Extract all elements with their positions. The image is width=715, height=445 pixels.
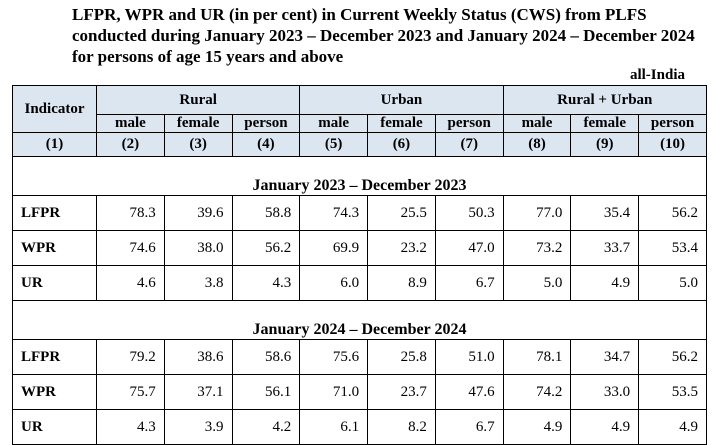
value-cell: 25.5 [367,195,436,231]
table-row: WPR 74.6 38.0 56.2 69.9 23.2 47.0 73.2 33.7 53.4 [12,230,707,266]
subheader-cell: female [163,114,233,133]
value-cell: 35.4 [570,195,640,231]
indicator-cell: UR [12,409,97,445]
column-number-cell: (10) [638,132,707,157]
value-cell: 6.1 [299,409,369,445]
subheader-cell: person [231,114,301,133]
value-cell: 6.7 [434,265,504,301]
period-label: January 2023 – December 2023 [12,156,707,196]
table-row: LFPR 79.2 38.6 58.6 75.6 25.8 51.0 78.1 34.7 56.2 [12,339,707,375]
value-cell: 4.3 [96,409,165,445]
value-cell: 51.0 [434,339,504,375]
subheader-cell: male [299,114,369,133]
value-cell: 3.8 [163,265,233,301]
column-number-cell: (7) [434,132,504,157]
table-row: LFPR 78.3 39.6 58.8 74.3 25.5 50.3 77.0 35.4 56.2 [12,195,707,231]
value-cell: 56.2 [638,195,707,231]
table-row: UR 4.3 3.9 4.2 6.1 8.2 6.7 4.9 4.9 4.9 [12,409,707,445]
value-cell: 71.0 [299,374,369,410]
period-row: January 2023 – December 2023 [12,156,707,196]
column-number-cell: (1) [12,132,97,157]
value-cell: 75.7 [96,374,165,410]
value-cell: 75.6 [299,339,369,375]
value-cell: 33.0 [570,374,640,410]
value-cell: 8.9 [367,265,436,301]
value-cell: 23.2 [367,230,436,266]
value-cell: 74.6 [96,230,165,266]
subheader-cell: male [502,114,572,133]
column-number-cell: (9) [570,132,640,157]
group-header-rural: Rural [95,85,301,115]
indicator-cell: WPR [12,230,97,266]
value-cell: 47.6 [434,374,504,410]
value-cell: 23.7 [367,374,436,410]
page-title: LFPR, WPR and UR (in per cent) in Curren… [72,5,695,66]
column-number-cell: (2) [96,132,165,157]
value-cell: 38.6 [163,339,233,375]
subheader-cell: female [570,114,640,133]
indicator-header: Indicator [12,85,97,133]
value-cell: 58.8 [231,195,301,231]
value-cell: 5.0 [638,265,707,301]
value-cell: 33.7 [570,230,640,266]
indicator-cell: UR [12,265,97,301]
value-cell: 39.6 [163,195,233,231]
table-row: UR 4.6 3.8 4.3 6.0 8.9 6.7 5.0 4.9 5.0 [12,265,707,301]
indicator-cell: LFPR [12,195,97,231]
value-cell: 4.2 [231,409,301,445]
column-number-cell: (3) [163,132,233,157]
value-cell: 4.9 [502,409,572,445]
table-row: WPR 75.7 37.1 56.1 71.0 23.7 47.6 74.2 33.0 53.5 [12,374,707,410]
value-cell: 4.3 [231,265,301,301]
value-cell: 4.9 [570,265,640,301]
value-cell: 56.2 [231,230,301,266]
value-cell: 53.4 [638,230,707,266]
column-number-cell: (4) [231,132,301,157]
value-cell: 47.0 [434,230,504,266]
subheader-cell: male [96,114,165,133]
value-cell: 38.0 [163,230,233,266]
value-cell: 78.1 [502,339,572,375]
value-cell: 4.6 [96,265,165,301]
column-number-cell: (5) [299,132,369,157]
value-cell: 37.1 [163,374,233,410]
column-number-cell: (6) [367,132,436,157]
group-header-urban: Urban [299,85,504,115]
statistics-table: Indicator Rural Urban Rural + Urban male… [12,85,708,445]
indicator-cell: WPR [12,374,97,410]
value-cell: 77.0 [502,195,572,231]
value-cell: 4.9 [570,409,640,445]
value-cell: 74.2 [502,374,572,410]
value-cell: 73.2 [502,230,572,266]
subheader-cell: female [367,114,436,133]
value-cell: 5.0 [502,265,572,301]
value-cell: 50.3 [434,195,504,231]
value-cell: 74.3 [299,195,369,231]
value-cell: 56.1 [231,374,301,410]
indicator-cell: LFPR [12,339,97,375]
value-cell: 78.3 [96,195,165,231]
value-cell: 4.9 [638,409,707,445]
value-cell: 8.2 [367,409,436,445]
value-cell: 79.2 [96,339,165,375]
subheader-cell: person [638,114,707,133]
region-label: all-India [629,67,685,83]
group-header-rural-urban: Rural + Urban [502,85,708,115]
value-cell: 34.7 [570,339,640,375]
value-cell: 56.2 [638,339,707,375]
period-row: January 2024 – December 2024 [12,300,707,340]
value-cell: 69.9 [299,230,369,266]
value-cell: 6.7 [434,409,504,445]
value-cell: 53.5 [638,374,707,410]
column-number-cell: (8) [502,132,572,157]
value-cell: 6.0 [299,265,369,301]
value-cell: 25.8 [367,339,436,375]
value-cell: 58.6 [231,339,301,375]
period-label: January 2024 – December 2024 [12,300,707,340]
value-cell: 3.9 [163,409,233,445]
subheader-cell: person [434,114,504,133]
